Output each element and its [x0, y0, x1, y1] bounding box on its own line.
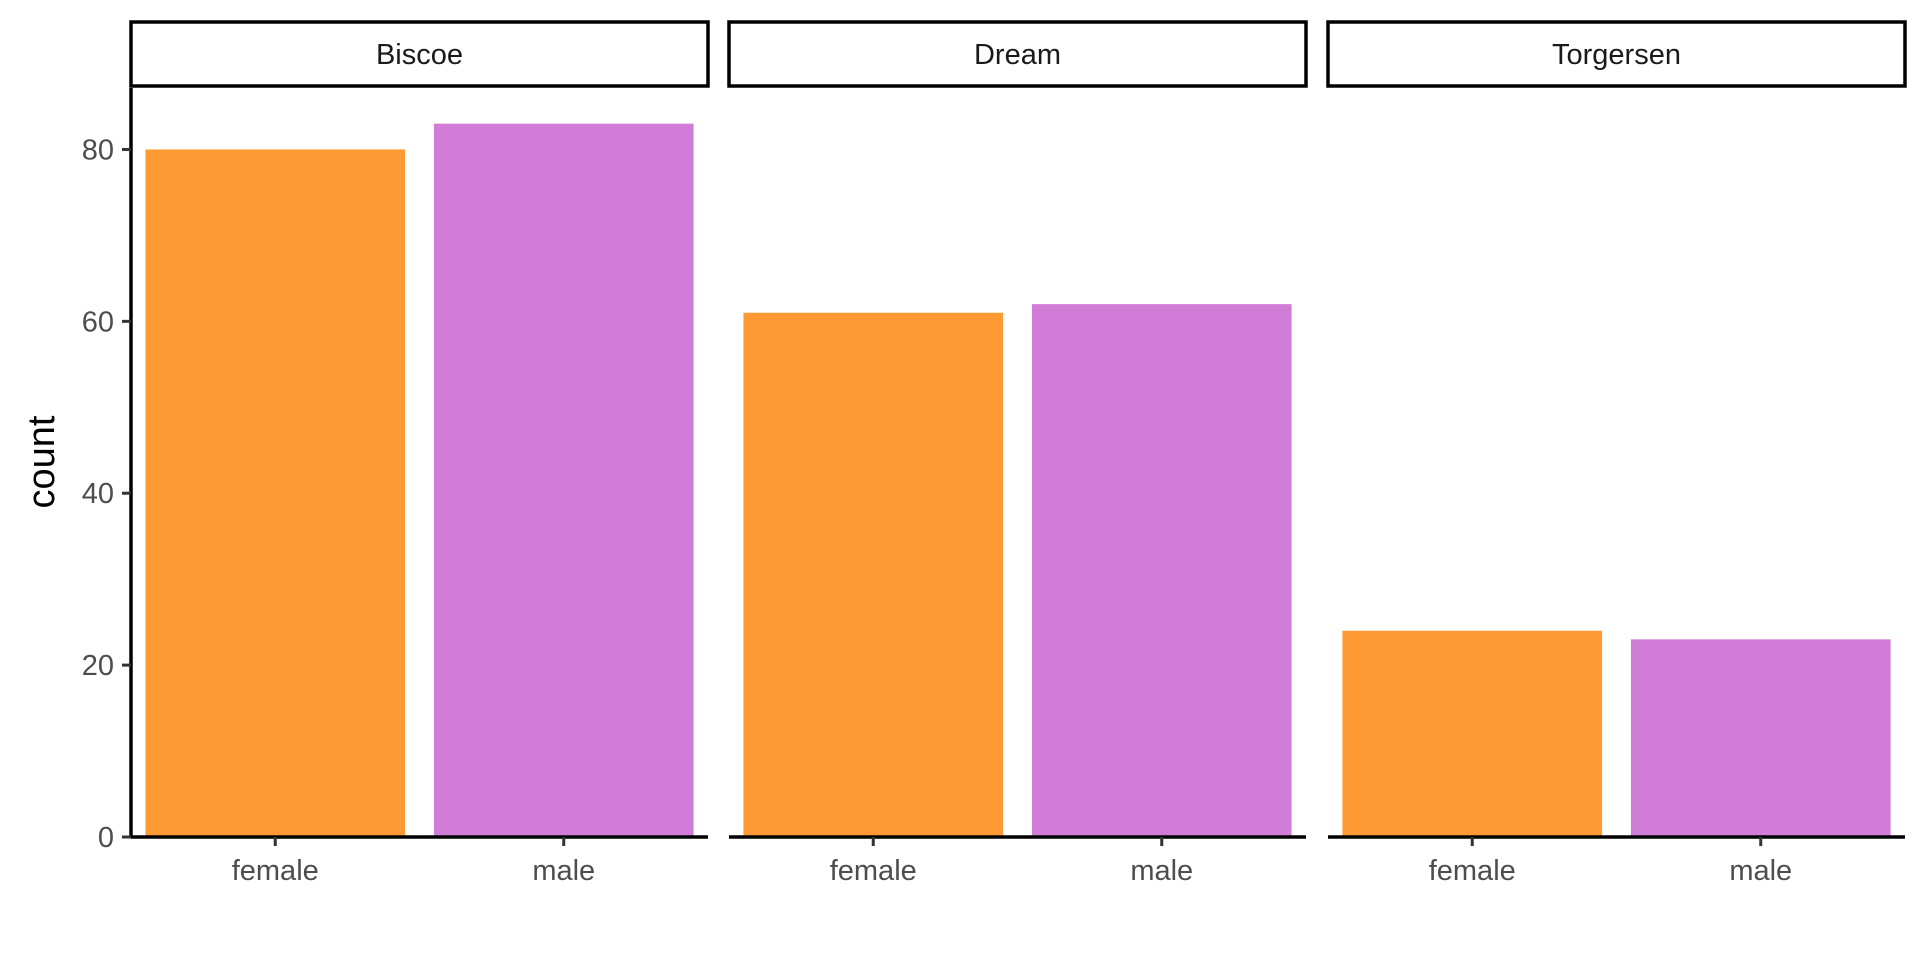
facet-strip-label: Biscoe: [376, 39, 463, 71]
x-tick-label: female: [232, 855, 319, 887]
y-tick-label: 60: [82, 306, 114, 338]
x-tick-label: female: [830, 855, 917, 887]
facet-strip: [1326, 20, 1907, 88]
facet-strip-label: Dream: [974, 39, 1061, 71]
x-tick-label: male: [1130, 855, 1193, 887]
y-tick-label: 0: [98, 822, 114, 854]
bar-dream-male: [1031, 304, 1292, 838]
bar-torgersen-female: [1342, 630, 1603, 837]
facet-strip: [727, 20, 1308, 88]
y-axis-title: count: [21, 415, 63, 508]
facet-strip: [129, 20, 710, 88]
x-tick-label: male: [532, 855, 595, 887]
plot-area: 0 20 40 60 80 Biscoe female male Dream female male…: [82, 20, 1907, 887]
bar-torgersen-male: [1630, 639, 1891, 837]
y-tick-label: 20: [82, 650, 114, 682]
facet-strip-label: Torgersen: [1552, 39, 1681, 71]
y-tick-label: 80: [82, 134, 114, 166]
bar-biscoe-female: [145, 149, 406, 837]
x-tick-label: female: [1429, 855, 1516, 887]
y-tick-label: 40: [82, 478, 114, 510]
bar-biscoe-male: [433, 123, 694, 837]
x-tick-label: male: [1729, 855, 1792, 887]
bar-dream-female: [743, 312, 1004, 837]
